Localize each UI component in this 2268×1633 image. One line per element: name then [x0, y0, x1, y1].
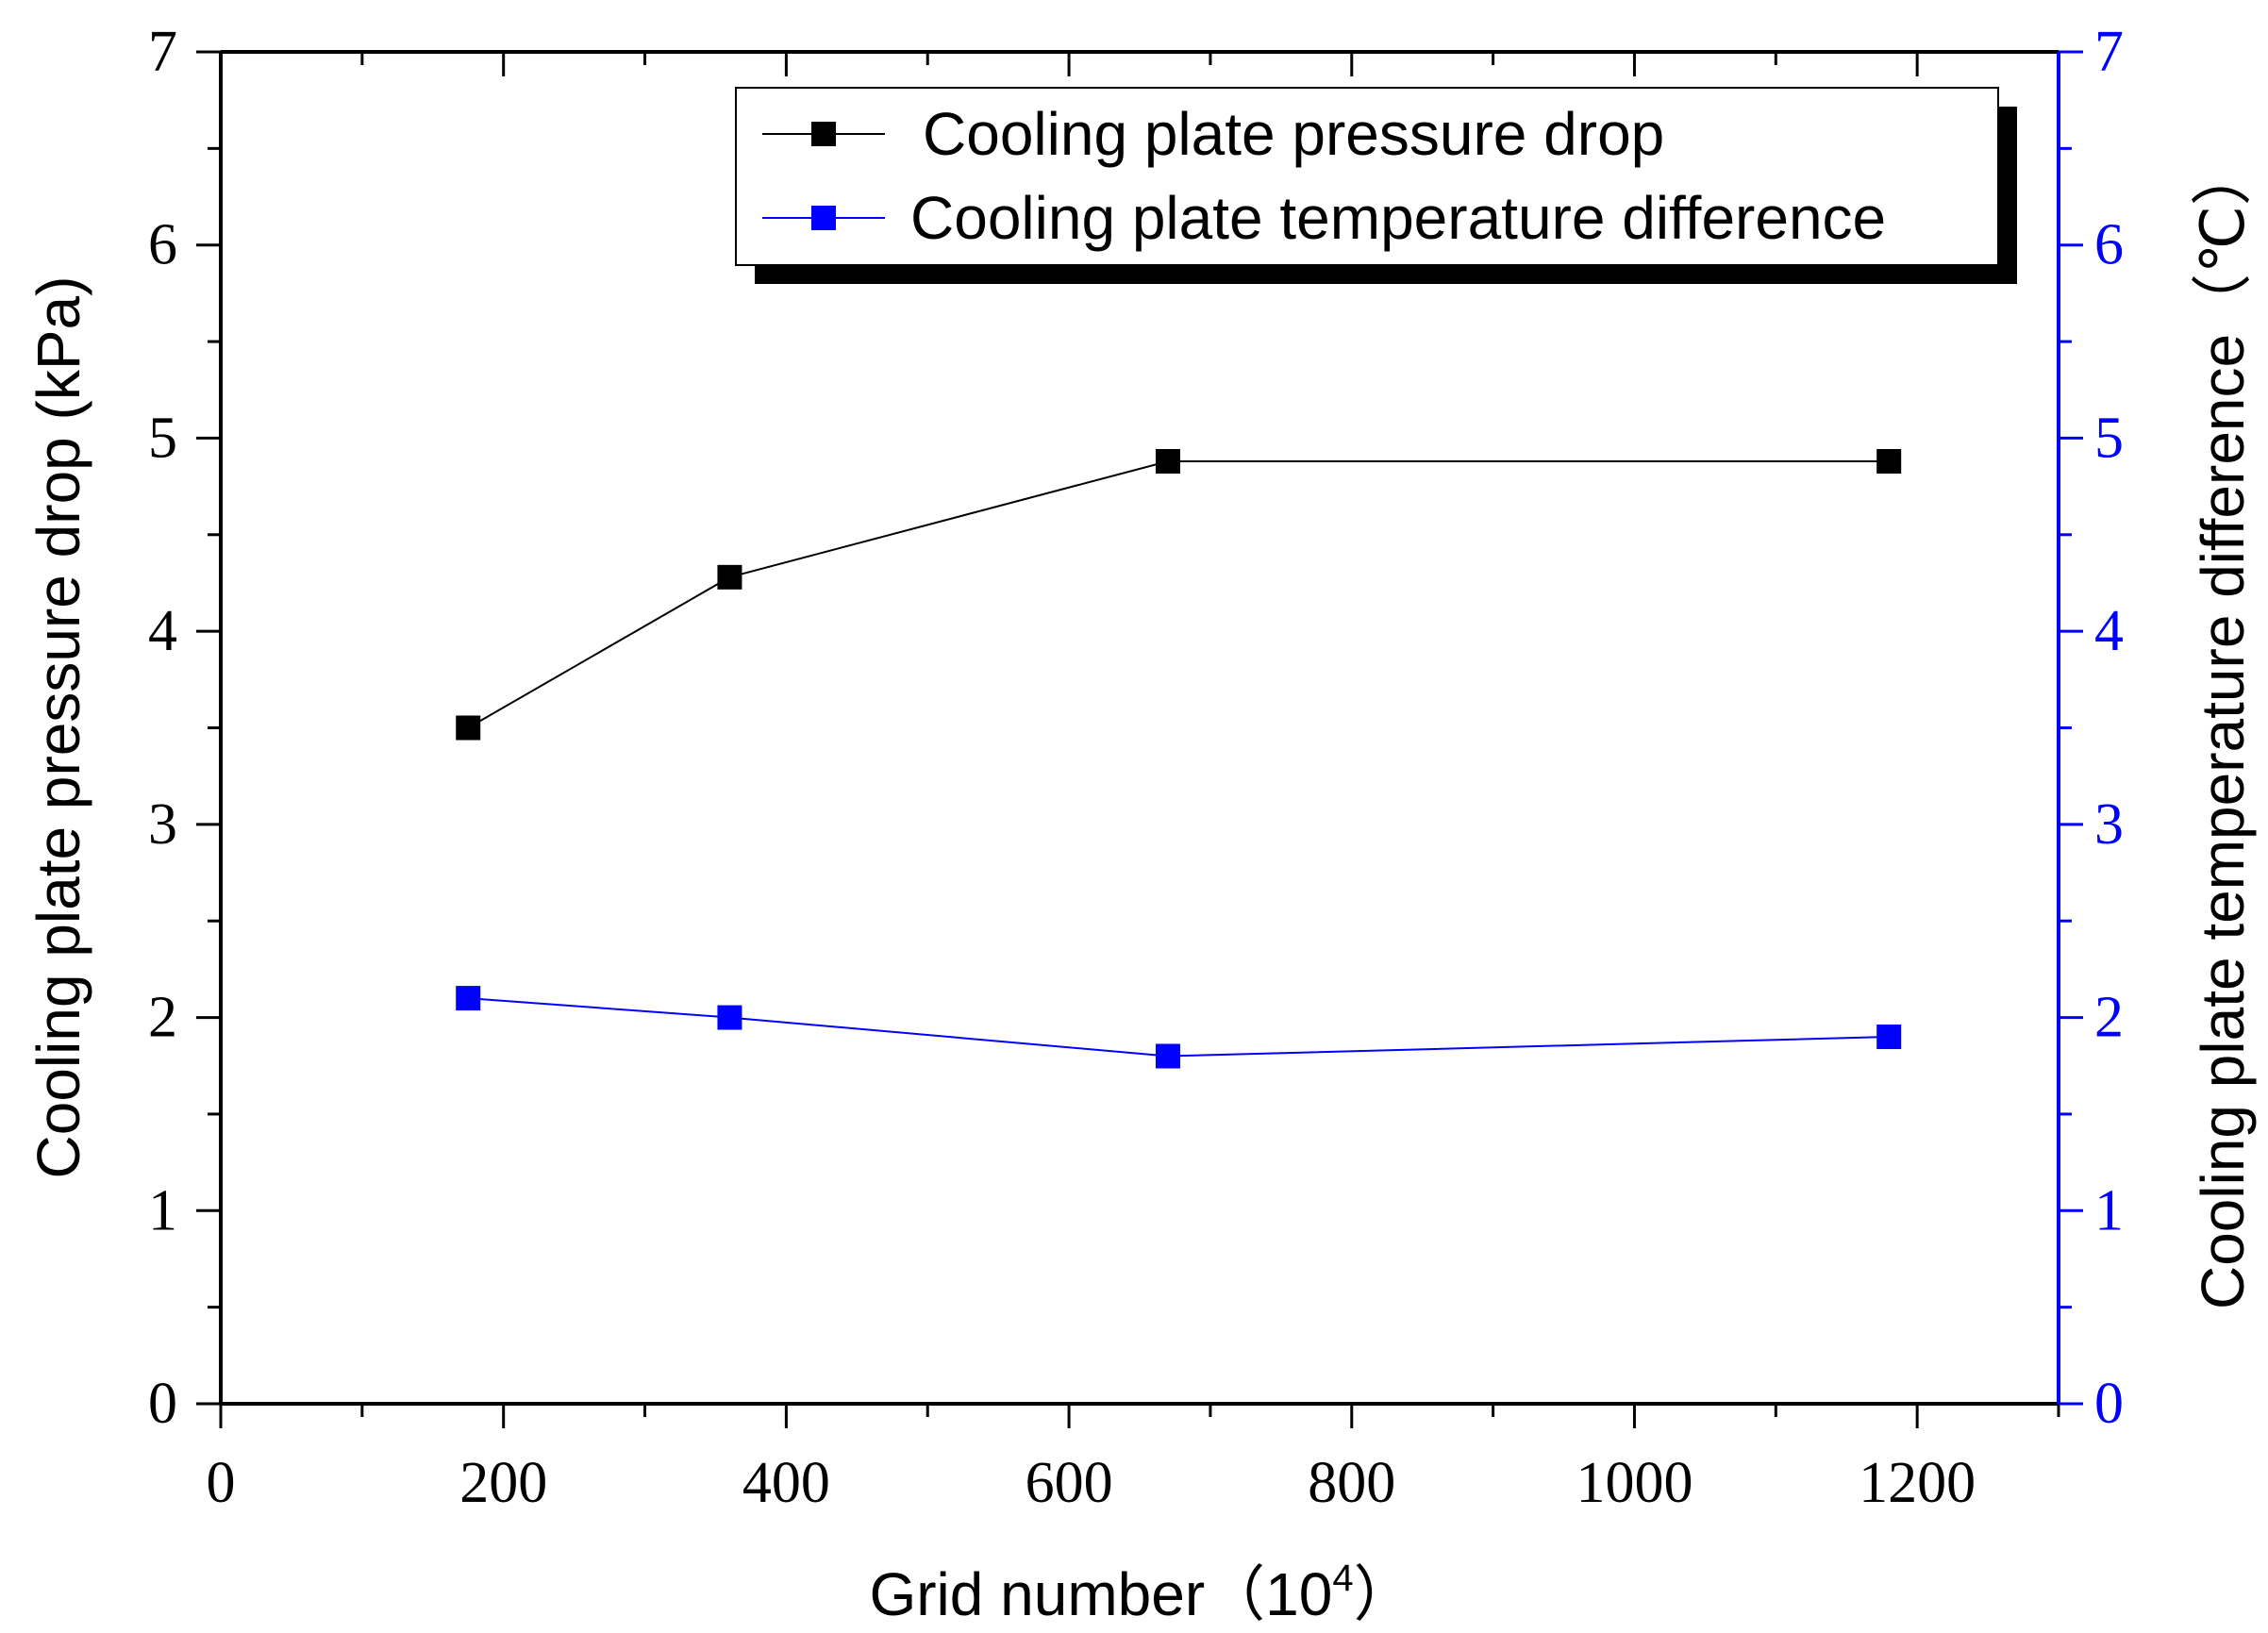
series-layer [456, 448, 1902, 1069]
legend: Cooling plate pressure drop Cooling plat… [735, 87, 2017, 284]
y-left-tick-label: 7 [148, 20, 177, 84]
x-tick-label: 800 [1308, 1451, 1395, 1515]
series-line-pressure-drop [467, 459, 1890, 729]
data-point-temperature-difference [1876, 1025, 1902, 1050]
y-left-tick-label: 0 [148, 1372, 177, 1436]
ticks-layer [196, 50, 2083, 1428]
legend-label-temperature: Cooling plate temperature difference [910, 184, 1886, 252]
x-tick-label: 1200 [1859, 1451, 1976, 1515]
x-tick-label: 400 [742, 1451, 830, 1515]
tick-labels-layer: 0 200 400 600 800 1000 1200 0 1 2 3 4 5 6 7 0 1 2 3 4 5 6 7 [148, 20, 2124, 1515]
left-axis-title: Cooling plate pressure drop (kPa) [25, 276, 92, 1179]
x-tick-label: 200 [459, 1451, 547, 1515]
x-axis-title-close: ） [1354, 1560, 1414, 1628]
legend-marker-temperature [811, 206, 836, 230]
x-tick-label: 0 [207, 1451, 236, 1515]
y-left-tick-label: 3 [148, 792, 177, 857]
data-point-temperature-difference [1155, 1043, 1180, 1069]
x-axis-title: Grid number（104） [869, 1558, 1413, 1628]
right-axis-title: Cooling plate temperature difference（℃） [2189, 145, 2257, 1309]
x-tick-label: 1000 [1576, 1451, 1693, 1515]
data-point-temperature-difference [717, 1005, 742, 1030]
y-right-tick-label: 7 [2094, 20, 2124, 84]
y-right-tick-label: 6 [2094, 213, 2124, 277]
x-axis-title-main: Grid number（10 [869, 1560, 1332, 1628]
y-right-tick-label: 4 [2094, 599, 2124, 663]
data-point-pressure-drop [1155, 448, 1180, 474]
data-point-pressure-drop [1876, 448, 1902, 474]
data-point-pressure-drop [717, 564, 742, 590]
series-line-temperature-difference [468, 997, 1890, 1058]
data-point-temperature-difference [456, 986, 481, 1011]
y-left-tick-label: 2 [148, 986, 177, 1050]
y-left-tick-label: 6 [148, 213, 177, 277]
x-tick-label: 600 [1026, 1451, 1113, 1515]
data-point-pressure-drop [456, 715, 481, 741]
y-right-tick-label: 1 [2094, 1178, 2124, 1242]
x-axis-title-exponent: 4 [1332, 1558, 1353, 1599]
y-left-tick-label: 5 [148, 406, 177, 470]
legend-label-pressure: Cooling plate pressure drop [923, 100, 1664, 168]
y-left-tick-label: 1 [148, 1178, 177, 1242]
y-right-tick-label: 3 [2094, 792, 2124, 857]
y-right-tick-label: 0 [2094, 1372, 2124, 1436]
legend-box [735, 87, 1999, 266]
y-left-tick-label: 4 [148, 599, 177, 663]
y-right-tick-label: 2 [2094, 986, 2124, 1050]
legend-marker-pressure [811, 122, 836, 146]
y-right-tick-label: 5 [2094, 406, 2124, 470]
